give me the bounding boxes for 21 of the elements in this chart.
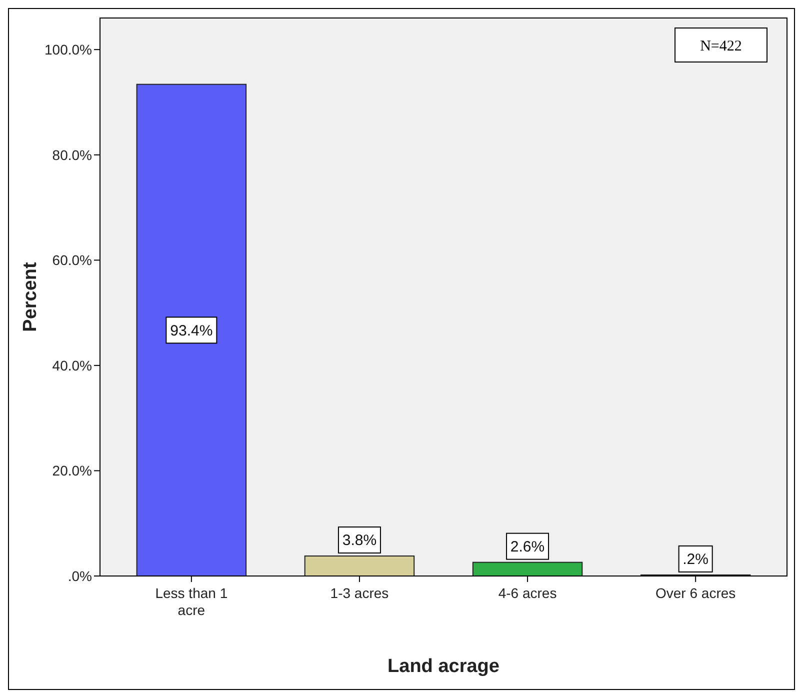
note-box: N=422	[674, 28, 768, 62]
y-tick-label: 60.0%	[52, 252, 92, 268]
x-tick-label: 4-6 acres	[498, 585, 557, 601]
bar	[136, 84, 247, 576]
data-label: 93.4%	[170, 322, 213, 340]
y-tick-label: 20.0%	[52, 462, 92, 479]
y-tick-label: 100.0%	[44, 41, 92, 58]
data-label: .2%	[682, 551, 709, 568]
x-tick-label: 1-3 acres	[330, 585, 389, 601]
x-axis-title: Land acrage	[388, 656, 500, 677]
x-tick-label: Over 6 acres	[656, 585, 736, 601]
bar	[304, 555, 415, 576]
data-label: 2.6%	[510, 538, 545, 556]
bar	[472, 562, 583, 576]
y-tick-label: 80.0%	[52, 146, 92, 163]
y-axis-title: Percent	[20, 261, 41, 332]
y-tick-label: .0%	[68, 568, 92, 584]
x-tick-label: Less than 1 acre	[155, 585, 228, 618]
data-label: 3.8%	[342, 532, 377, 550]
annotation: N=422	[700, 38, 742, 54]
y-tick-label: 40.0%	[52, 357, 92, 374]
